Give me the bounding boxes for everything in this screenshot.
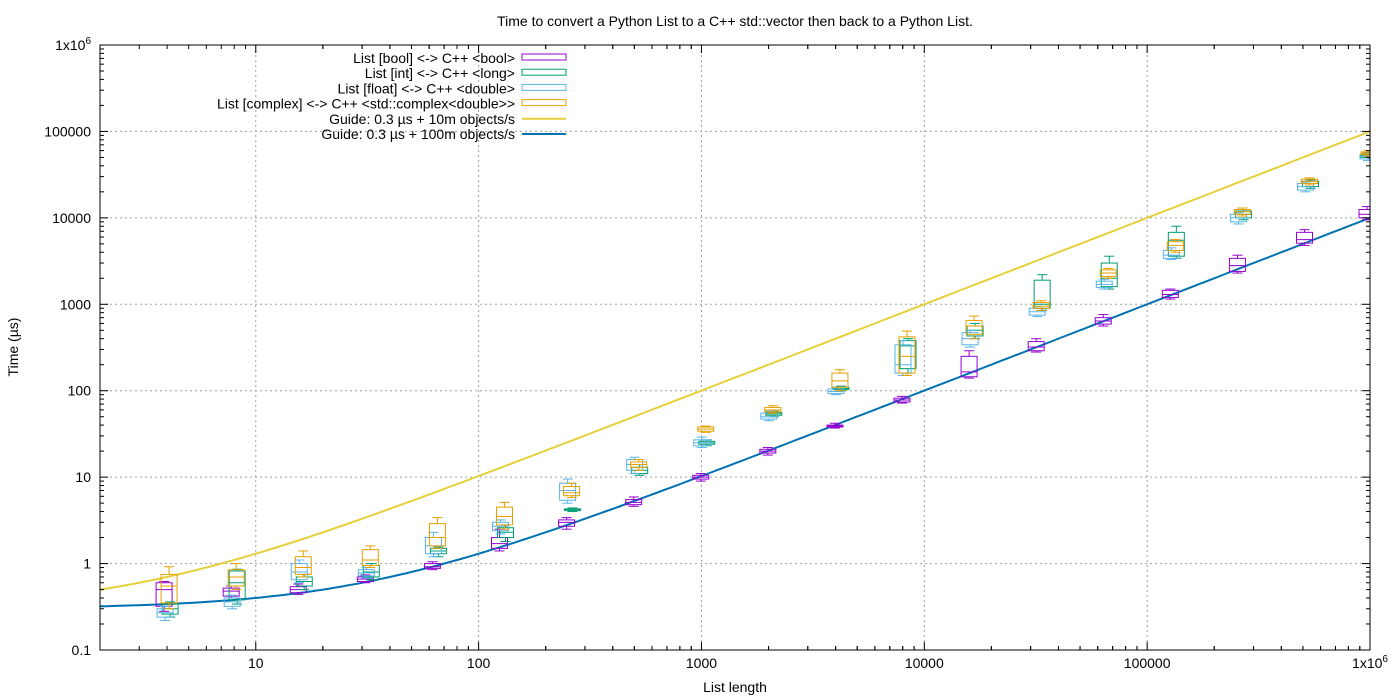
legend: List [bool] <-> C++ <bool>List [int] <->… [217, 50, 567, 142]
box-body [898, 336, 916, 374]
y-tick-label: 100000 [44, 123, 91, 139]
box-3 [290, 559, 308, 584]
box-1 [222, 585, 240, 599]
y-axis-label: Time (µs) [5, 318, 21, 377]
y-tick-label: 1 [83, 556, 91, 572]
box-4 [496, 501, 514, 530]
y-tick-label: 1x106 [55, 36, 91, 53]
box-body [1032, 301, 1050, 309]
box-1 [1296, 229, 1314, 246]
x-tick-label: 1x106 [1352, 654, 1388, 671]
plot-frame [99, 44, 1371, 651]
box-3 [424, 531, 442, 558]
box-4 [1233, 207, 1251, 217]
box-body [1166, 241, 1184, 251]
box-1 [893, 395, 911, 404]
box-4 [831, 369, 849, 392]
box-1 [1027, 338, 1045, 353]
box-1 [1228, 254, 1246, 274]
box-body [1100, 262, 1118, 288]
box-4 [361, 545, 379, 569]
x-tick-label: 100000 [1124, 655, 1171, 671]
legend-swatch [521, 99, 567, 107]
box-1 [1094, 314, 1112, 327]
y-tick-label: 10 [75, 469, 91, 485]
box-3 [156, 605, 174, 621]
guide-line-1 [99, 130, 1371, 591]
legend-label: Guide: 0.3 µs + 100m objects/s [321, 126, 515, 142]
box-2 [1033, 274, 1051, 311]
box-4 [1099, 267, 1117, 279]
box-1 [1161, 288, 1179, 300]
x-tick-label: 10 [248, 655, 264, 671]
guide-lines [99, 130, 1371, 608]
legend-entry: List [bool] <-> C++ <bool> [353, 50, 567, 66]
box-4 [1032, 300, 1050, 311]
box-1 [692, 473, 710, 482]
box-4 [428, 517, 446, 549]
box-3 [693, 436, 711, 449]
box-1 [826, 422, 844, 429]
box-3 [223, 594, 241, 610]
box-body [428, 523, 446, 547]
box-body [831, 372, 849, 388]
box-2 [564, 507, 582, 513]
y-tick-label: 1000 [60, 296, 91, 312]
box-1 [558, 517, 576, 530]
guide-line-2 [99, 216, 1371, 608]
x-axis-label: List length [703, 679, 767, 695]
chart-title: Time to convert a Python List to a C++ s… [497, 13, 973, 29]
box-4 [697, 425, 715, 433]
x-tick-label: 1000 [686, 655, 717, 671]
box-4 [1166, 239, 1184, 253]
legend-entry: List [complex] <-> C++ <std::complex<dou… [217, 96, 567, 112]
box-1 [356, 574, 374, 584]
legend-label: List [complex] <-> C++ <std::complex<dou… [217, 96, 515, 112]
box-body [1162, 249, 1180, 259]
x-tick-label: 10000 [905, 655, 944, 671]
box-4 [965, 315, 983, 340]
legend-entry: Guide: 0.3 µs + 100m objects/s [321, 126, 566, 142]
box-4 [1301, 177, 1319, 186]
y-tick-label: 0.1 [72, 642, 92, 658]
legend-swatch [521, 53, 567, 61]
y-tick-label: 10000 [52, 210, 91, 226]
box-1 [759, 447, 777, 456]
box-body [563, 485, 581, 497]
box-4 [227, 563, 245, 591]
legend-entry: List [float] <-> C++ <double> [338, 80, 567, 96]
box-1 [423, 561, 441, 571]
box-2 [362, 563, 380, 581]
box-1 [960, 350, 978, 379]
box-1 [625, 496, 643, 507]
grid [100, 45, 1370, 650]
box-4 [898, 330, 916, 376]
box-plots [155, 150, 1371, 621]
box-4 [764, 405, 782, 414]
legend-swatch [521, 83, 567, 91]
box-body [227, 569, 245, 587]
y-tick-label: 100 [68, 383, 92, 399]
legend-label: List [int] <-> C++ <long> [365, 65, 515, 81]
box-3 [1095, 278, 1113, 290]
box-2 [1167, 225, 1185, 259]
box-4 [563, 482, 581, 499]
legend-entry: Guide: 0.3 µs + 10m objects/s [329, 111, 566, 127]
legend-swatch [521, 68, 567, 76]
legend-entry: List [int] <-> C++ <long> [365, 65, 567, 81]
legend-label: List [bool] <-> C++ <bool> [353, 50, 515, 66]
box-3 [492, 519, 510, 535]
box-4 [630, 459, 648, 471]
box-3 [1162, 247, 1180, 260]
box-body [1358, 208, 1371, 219]
box-4 [160, 566, 178, 610]
legend-label: Guide: 0.3 µs + 10m objects/s [329, 111, 515, 127]
box-3 [559, 478, 577, 504]
axis-ticks: 10 100 1000 10000 100000 1x106 0.1 1 10 100 1000 10… [44, 36, 1388, 671]
box-4 [294, 550, 312, 578]
legend-label: List [float] <-> C++ <double> [338, 80, 515, 96]
x-tick-label: 100 [467, 655, 491, 671]
